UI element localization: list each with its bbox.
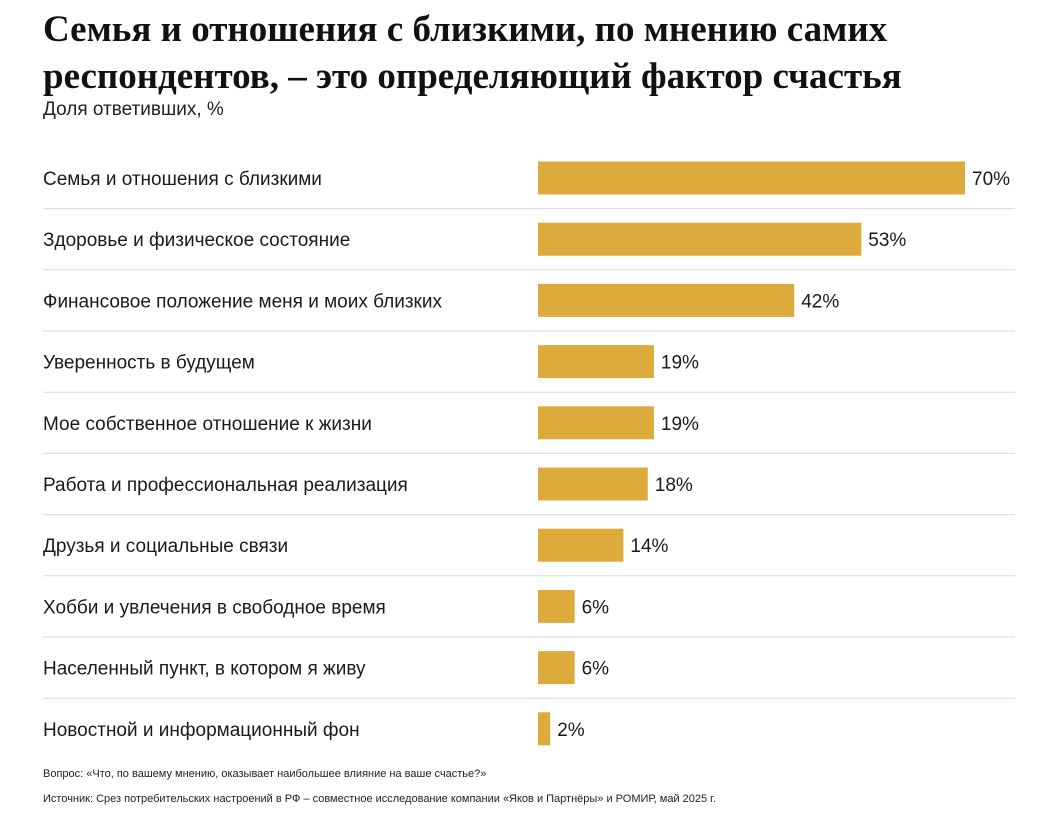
- value-label: 70%: [972, 169, 1010, 190]
- category-label: Работа и профессиональная реализация: [43, 475, 408, 496]
- category-label: Финансовое положение меня и моих близких: [43, 291, 442, 312]
- bar: [538, 651, 575, 685]
- bar: [538, 406, 654, 440]
- bar: [538, 283, 795, 317]
- category-label: Семья и отношения с близкими: [43, 169, 322, 190]
- value-label: 19%: [661, 353, 699, 374]
- value-label: 14%: [630, 536, 668, 557]
- category-label: Мое собственное отношение к жизни: [43, 414, 372, 435]
- value-label: 6%: [582, 659, 610, 680]
- bar: [538, 528, 624, 562]
- bar: [538, 161, 965, 195]
- footnote-source: Источник: Срез потребительских настроени…: [43, 793, 716, 805]
- bar: [538, 467, 648, 501]
- bar: [538, 589, 575, 623]
- category-label: Уверенность в будущем: [43, 353, 255, 374]
- value-label: 18%: [655, 475, 693, 496]
- category-label: Здоровье и физическое состояние: [43, 230, 350, 251]
- bar: [538, 345, 654, 379]
- chart-title: Семья и отношения с близкими, по мнению …: [43, 9, 902, 97]
- footnote-question: Вопрос: «Что, по вашему мнению, оказывае…: [43, 768, 487, 780]
- bar: [538, 712, 551, 746]
- value-label: 42%: [801, 291, 839, 312]
- value-label: 53%: [868, 230, 906, 251]
- value-label: 6%: [582, 597, 610, 618]
- bar: [538, 222, 862, 256]
- category-label: Населенный пункт, в котором я живу: [43, 659, 366, 680]
- category-label: Друзья и социальные связи: [43, 536, 288, 557]
- value-label: 2%: [557, 720, 585, 741]
- category-label: Новостной и информационный фон: [43, 720, 360, 741]
- value-label: 19%: [661, 414, 699, 435]
- chart-subtitle: Доля ответивших, %: [43, 99, 224, 120]
- category-label: Хобби и увлечения в свободное время: [43, 597, 386, 618]
